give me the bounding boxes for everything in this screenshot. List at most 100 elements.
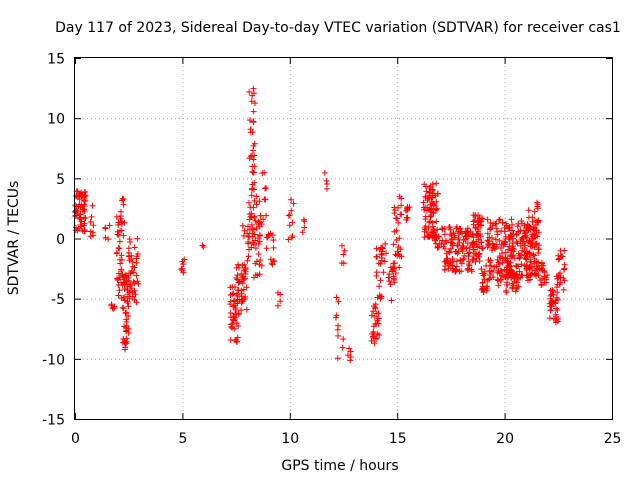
data-point bbox=[516, 268, 523, 275]
data-point bbox=[391, 210, 398, 217]
data-point bbox=[235, 279, 242, 286]
data-point bbox=[404, 207, 411, 214]
data-point bbox=[125, 277, 132, 284]
data-point bbox=[515, 228, 522, 235]
data-point bbox=[124, 298, 131, 305]
data-point bbox=[80, 206, 87, 213]
data-point bbox=[518, 261, 525, 268]
data-point bbox=[496, 260, 503, 267]
data-point bbox=[502, 233, 509, 240]
data-point bbox=[102, 234, 109, 241]
data-point bbox=[250, 118, 257, 125]
data-point bbox=[487, 224, 494, 231]
data-point bbox=[429, 181, 436, 188]
data-point bbox=[82, 188, 89, 195]
data-point bbox=[323, 177, 330, 184]
data-point bbox=[385, 274, 392, 281]
data-point bbox=[476, 243, 483, 250]
data-point bbox=[115, 270, 122, 277]
data-point bbox=[258, 221, 265, 228]
data-point bbox=[439, 226, 446, 233]
y-tick-label: 10 bbox=[47, 112, 65, 128]
data-point bbox=[426, 192, 433, 199]
data-point bbox=[263, 184, 270, 191]
data-point bbox=[133, 299, 140, 306]
data-point bbox=[476, 214, 483, 221]
data-point bbox=[128, 285, 135, 292]
data-point bbox=[525, 207, 532, 214]
data-point bbox=[130, 278, 137, 285]
data-point bbox=[457, 228, 464, 235]
data-point bbox=[246, 117, 253, 124]
data-point bbox=[478, 266, 485, 273]
data-point bbox=[375, 310, 382, 317]
data-point bbox=[398, 202, 405, 209]
data-point bbox=[554, 306, 561, 313]
data-point bbox=[251, 152, 258, 159]
data-point bbox=[495, 259, 502, 266]
data-point bbox=[233, 275, 240, 282]
data-point bbox=[341, 247, 348, 254]
data-point bbox=[375, 315, 382, 322]
data-point bbox=[434, 190, 441, 197]
data-point bbox=[256, 198, 263, 205]
data-point bbox=[514, 275, 521, 282]
data-point bbox=[248, 221, 255, 228]
data-point bbox=[126, 295, 133, 302]
x-tick-labels: 0 5 10 15 20 25 bbox=[71, 431, 621, 447]
plot-frame bbox=[74, 57, 613, 420]
data-point bbox=[479, 270, 486, 277]
data-point bbox=[519, 240, 526, 247]
data-point bbox=[234, 300, 241, 307]
data-point bbox=[509, 280, 516, 287]
data-point bbox=[526, 223, 533, 230]
data-point bbox=[132, 291, 139, 298]
data-point bbox=[424, 204, 431, 211]
data-point bbox=[548, 300, 555, 307]
data-point bbox=[382, 250, 389, 257]
data-point bbox=[118, 256, 125, 263]
data-point bbox=[477, 233, 484, 240]
data-point bbox=[299, 229, 306, 236]
data-point bbox=[466, 262, 473, 269]
data-point bbox=[382, 240, 389, 247]
data-point bbox=[513, 262, 520, 269]
data-point bbox=[277, 298, 284, 305]
data-point bbox=[376, 246, 383, 253]
data-point bbox=[249, 185, 256, 192]
data-point bbox=[493, 243, 500, 250]
data-point bbox=[442, 258, 449, 265]
data-point bbox=[475, 212, 482, 219]
data-point bbox=[535, 218, 542, 225]
data-point bbox=[446, 249, 453, 256]
axis-ticks bbox=[75, 58, 613, 420]
data-point bbox=[531, 256, 538, 263]
data-point bbox=[131, 264, 138, 271]
data-point bbox=[497, 254, 504, 261]
data-point bbox=[252, 260, 259, 267]
data-point bbox=[72, 227, 79, 234]
data-point bbox=[506, 243, 513, 250]
data-point bbox=[76, 225, 83, 232]
data-point bbox=[108, 301, 115, 308]
data-point bbox=[525, 239, 532, 246]
data-point bbox=[446, 224, 453, 231]
data-point bbox=[340, 251, 347, 258]
x-tick-label: 15 bbox=[389, 431, 407, 447]
data-point bbox=[509, 221, 516, 228]
data-point bbox=[552, 297, 559, 304]
data-point bbox=[539, 259, 546, 266]
data-point bbox=[340, 336, 347, 343]
data-point bbox=[552, 311, 559, 318]
data-point bbox=[128, 252, 135, 259]
data-point bbox=[239, 280, 246, 287]
data-point bbox=[453, 258, 460, 265]
data-point bbox=[334, 355, 341, 362]
data-point bbox=[494, 231, 501, 238]
data-point bbox=[460, 237, 467, 244]
data-point bbox=[396, 235, 403, 242]
data-point bbox=[391, 260, 398, 267]
data-point bbox=[121, 286, 128, 293]
data-point bbox=[495, 216, 502, 223]
data-point bbox=[377, 277, 384, 284]
